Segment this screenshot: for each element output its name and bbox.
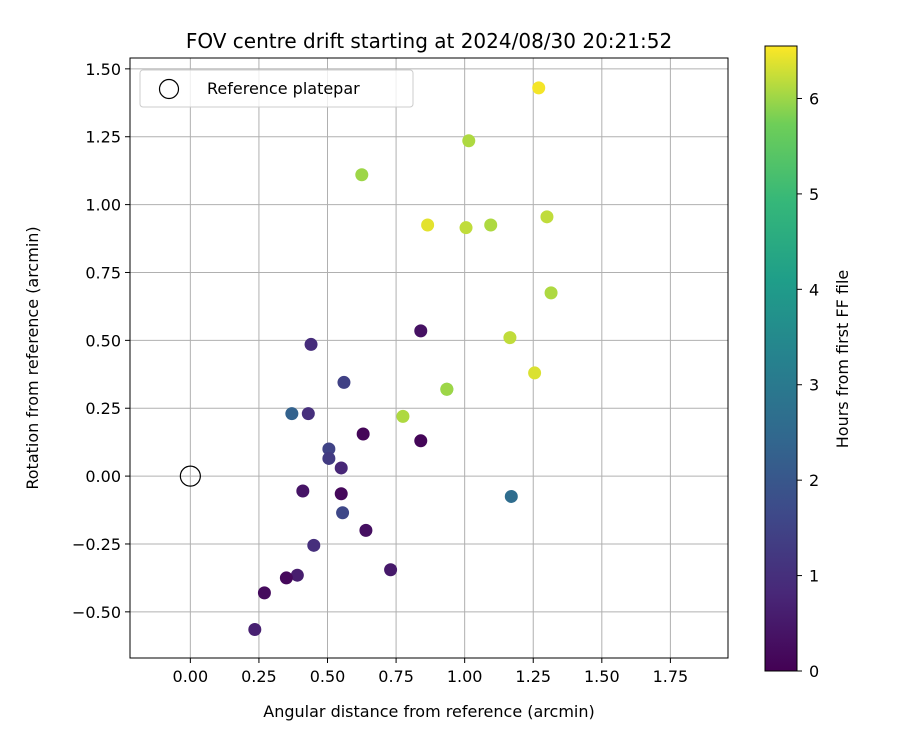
colorbar-tick-label: 5 [809,185,819,204]
x-tick-label: 0.00 [173,667,209,686]
colorbar-gradient [764,45,798,672]
legend-entry-label: Reference platepar [207,79,360,98]
grid [130,58,728,658]
x-tick-label: 1.50 [584,667,620,686]
data-point [540,210,554,224]
data-point [544,286,558,300]
y-tick-label: −0.25 [72,535,121,554]
data-point [396,409,410,423]
colorbar: 0 1 2 3 4 5 6 Hours from first FF file [764,45,852,681]
y-tick-label: 1.50 [85,60,121,79]
data-point [334,461,348,475]
y-tick-label: 1.00 [85,196,121,215]
x-tick-label: 1.00 [447,667,483,686]
data-point [337,375,351,389]
data-point [532,81,546,95]
data-point [336,506,350,520]
data-point [279,571,293,585]
data-point [462,134,476,148]
data-points [248,81,558,636]
data-point [459,221,473,235]
data-point [355,168,369,182]
data-point [257,586,271,600]
data-point [504,489,518,503]
x-axis-label: Angular distance from reference (arcmin) [263,702,594,721]
x-tick-label: 1.75 [653,667,689,686]
y-tick-label: 0.75 [85,263,121,282]
data-point [290,568,304,582]
legend-marker-circle-icon [158,78,180,100]
data-point [307,538,321,552]
colorbar-tick-label: 6 [809,89,819,108]
data-point [296,484,310,498]
colorbar-tick-label: 1 [809,567,819,586]
x-tick-label: 0.75 [378,667,414,686]
x-tick-label: 0.50 [310,667,346,686]
data-point [414,324,428,338]
colorbar-ticks: 0 1 2 3 4 5 6 [797,89,819,681]
legend-box [139,69,414,108]
y-tick-label: 0.50 [85,331,121,350]
data-point [322,442,336,456]
reference-layer [179,465,201,487]
y-axis-label: Rotation from reference (arcmin) [23,226,42,489]
y-tick-label: −0.50 [72,603,121,622]
data-point [285,407,299,421]
x-tick-label: 0.25 [241,667,277,686]
y-tick-label: 1.25 [85,128,121,147]
y-tick-label: 0.00 [85,467,121,486]
data-point [356,427,370,441]
data-point [503,331,517,345]
data-point [301,407,315,421]
x-axis-ticks: 0.00 0.25 0.50 0.75 1.00 1.25 1.50 1.75 [173,658,689,686]
colorbar-tick-label: 0 [809,662,819,681]
data-point [484,218,498,232]
data-point [304,337,318,351]
data-point [440,382,454,396]
data-point [322,451,336,465]
data-point [384,563,398,577]
chart-title: FOV centre drift starting at 2024/08/30 … [186,29,672,53]
reference-platepar-marker [179,465,201,487]
y-tick-label: 0.25 [85,399,121,418]
data-point [248,622,262,636]
legend: Reference platepar [139,69,414,108]
colorbar-tick-label: 3 [809,376,819,395]
data-point [528,366,542,380]
data-point [421,218,435,232]
data-point [359,523,373,537]
data-point [334,487,348,501]
data-point [414,434,428,448]
plot-frame [129,57,729,659]
colorbar-label: Hours from first FF file [833,270,852,449]
y-axis-ticks: −0.50 −0.25 0.00 0.25 0.50 0.75 1.00 1.25 1.50 [72,60,130,622]
x-tick-label: 1.25 [515,667,551,686]
colorbar-tick-label: 4 [809,280,819,299]
colorbar-tick-label: 2 [809,471,819,490]
